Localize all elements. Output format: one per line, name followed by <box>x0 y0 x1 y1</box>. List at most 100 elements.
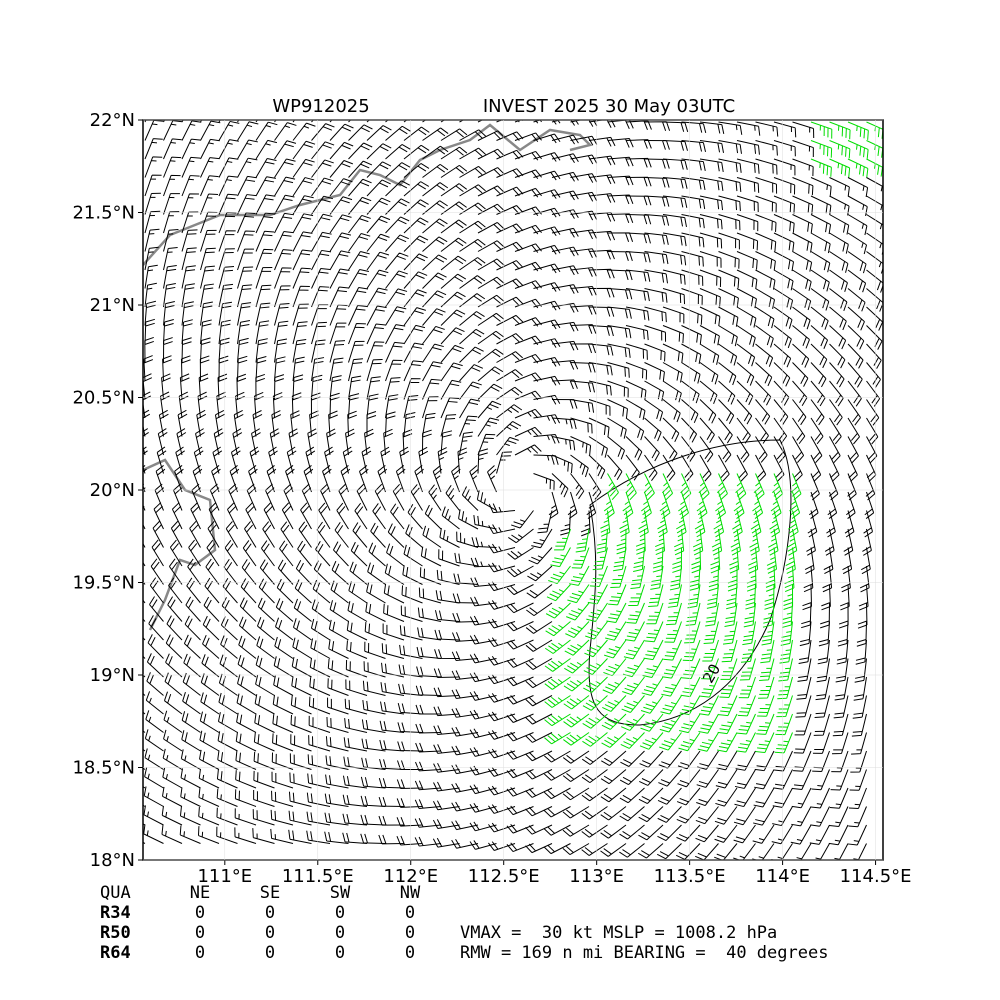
wind-barb <box>582 695 608 711</box>
wind-barb <box>275 598 294 622</box>
wind-barb <box>644 288 668 303</box>
wind-barb <box>344 698 368 715</box>
wind-barb <box>362 700 386 715</box>
table-cell: NE <box>190 883 210 903</box>
wind-barb <box>274 320 289 345</box>
wind-barb <box>829 787 849 809</box>
wind-barb <box>200 247 216 271</box>
wind-barb <box>829 325 847 350</box>
wind-barb <box>733 824 756 844</box>
wind-barb <box>433 744 460 754</box>
wind-barb <box>218 139 239 160</box>
wind-barb <box>833 695 849 719</box>
wind-barb <box>237 655 257 678</box>
wind-barb <box>459 220 486 234</box>
wind-barb <box>144 210 161 234</box>
wind-barb <box>644 232 669 245</box>
wind-barb <box>219 654 238 678</box>
wind-barb <box>290 410 300 437</box>
wind-barb <box>199 711 220 733</box>
wind-barb <box>588 155 616 166</box>
wind-barb <box>607 436 625 460</box>
wind-barb <box>616 528 627 555</box>
wind-barb <box>533 207 561 218</box>
wind-barb <box>209 483 220 511</box>
wind-barb <box>218 120 221 123</box>
wind-barb <box>422 272 447 289</box>
wind-barb <box>810 343 828 369</box>
wind-barb <box>681 288 703 306</box>
wind-barb <box>676 824 701 842</box>
wind-barb <box>755 380 772 406</box>
wind-barb <box>292 267 311 289</box>
wind-barb <box>200 673 220 696</box>
wind-barb <box>792 232 813 253</box>
wind-barb <box>506 731 534 742</box>
wind-barb <box>562 843 590 856</box>
wind-barb <box>773 769 793 790</box>
wind-barb <box>866 380 881 407</box>
wind-barb <box>348 340 365 363</box>
wind-barb <box>181 265 196 289</box>
table-cell: SE <box>260 883 280 903</box>
wind-barb <box>607 473 619 500</box>
wind-barb <box>624 621 645 642</box>
wind-barb <box>163 264 177 289</box>
wind-barb <box>217 373 228 400</box>
wind-barb <box>718 325 738 347</box>
wind-barb <box>525 824 553 835</box>
wind-barb <box>625 343 648 360</box>
title-right: INVEST 2025 30 May 03UTC <box>483 96 735 117</box>
wind-barb <box>848 806 867 828</box>
wind-barb <box>469 709 497 720</box>
wind-barb <box>364 641 386 659</box>
wind-barb <box>159 391 170 419</box>
info-line: RMW = 169 n mi BEARING = 40 degrees <box>460 943 828 963</box>
wind-barb <box>184 615 201 641</box>
wind-barb <box>461 486 479 511</box>
wind-barb <box>300 502 312 530</box>
wind-barb <box>588 399 611 416</box>
wind-barb <box>178 391 189 419</box>
wind-barb <box>860 547 871 575</box>
wind-barb <box>206 539 220 567</box>
wind-barb <box>396 835 423 846</box>
wind-barb <box>289 753 312 770</box>
wind-barb <box>280 521 294 548</box>
wind-barb <box>216 826 238 844</box>
wind-barb <box>418 446 429 474</box>
wind-barb <box>274 636 294 659</box>
wind-barb <box>385 394 399 419</box>
wind-barb <box>650 565 664 590</box>
table-cell: 0 <box>335 943 345 963</box>
wind-barb <box>791 787 812 809</box>
contour-label: 20 <box>699 661 724 687</box>
wind-barb <box>401 585 423 604</box>
wind-barb <box>237 175 257 197</box>
wind-barb <box>698 713 719 734</box>
wind-barb <box>681 362 701 384</box>
wind-barb <box>641 491 652 519</box>
wind-barb <box>816 658 830 683</box>
wind-barb <box>554 528 571 551</box>
wind-barb <box>301 483 312 511</box>
wind-barb <box>773 177 796 195</box>
wind-barb <box>866 306 883 331</box>
wind-barb <box>459 381 482 400</box>
wind-barb <box>639 769 664 786</box>
wind-barb <box>755 177 778 194</box>
wind-barb <box>544 732 571 745</box>
wind-barb <box>863 510 874 538</box>
wind-barb <box>773 362 791 387</box>
wind-barb <box>681 232 705 248</box>
wind-barb <box>151 539 164 567</box>
wind-barb <box>399 644 423 659</box>
wind-barb <box>600 510 611 537</box>
wind-barb <box>242 540 257 567</box>
wind-barb <box>533 133 561 144</box>
wind-barb <box>662 362 683 383</box>
wind-barb <box>810 214 832 235</box>
wind-barb <box>835 658 849 683</box>
wind-barb <box>163 138 182 160</box>
x-tick-label: 112.5°E <box>468 866 540 887</box>
